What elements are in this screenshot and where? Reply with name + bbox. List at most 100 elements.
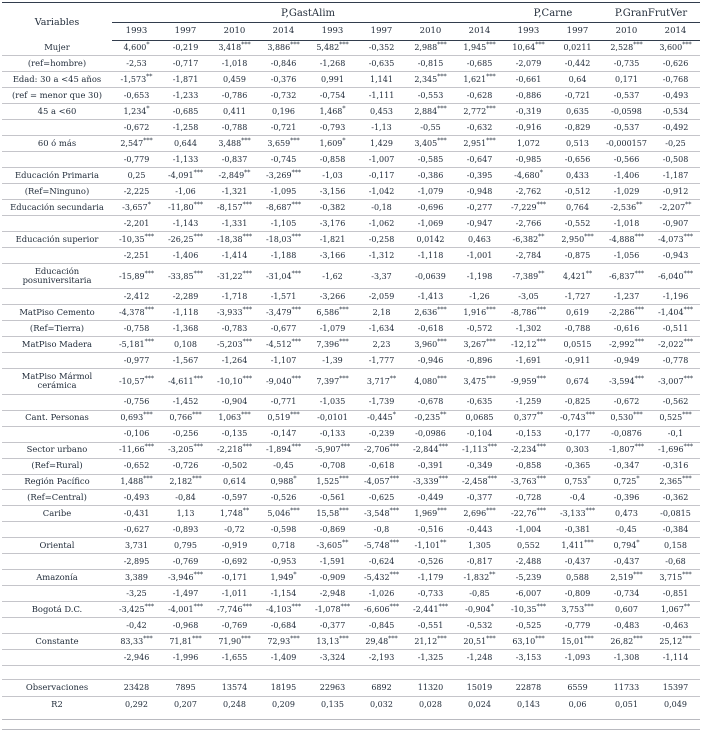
cell: -5,239: [504, 569, 553, 586]
table-row: -0,756 -1,452 -0,904 -0,771 -1,035 -1,739 -0,6…: [2, 393, 700, 411]
cell: -0,768: [651, 71, 700, 88]
cell: 3,960***: [406, 336, 455, 353]
cell: -1,113***: [455, 441, 504, 459]
cell: -0,672: [112, 119, 161, 136]
table-row: Sector urbano -11,66*** -3,205*** -2,218***…: [2, 441, 700, 459]
cell: 1,969***: [406, 505, 455, 522]
cell: -1,248: [455, 649, 504, 666]
cell: -1,26: [455, 288, 504, 305]
cell: -1,196: [651, 288, 700, 305]
cell: -0,18: [357, 199, 406, 216]
cell: -0,562: [651, 393, 700, 411]
cell: -0,778: [651, 352, 700, 369]
cell: 0,525***: [651, 409, 700, 427]
cell: -0,84: [161, 489, 210, 506]
cell: 0,06: [553, 695, 602, 712]
cell: -1,035: [308, 393, 357, 411]
regression-table: Variables P,GastAlim P,Carne P.GranFrutV…: [2, 2, 700, 712]
cell: -0,685: [161, 103, 210, 120]
cell: -1,018: [602, 215, 651, 232]
row-label: Educación superior: [2, 231, 112, 248]
year-header: 2010: [210, 22, 259, 41]
cell: -3,266: [308, 288, 357, 305]
row-label: [2, 352, 112, 369]
cell: -31,22***: [210, 263, 259, 289]
cell: -1,62: [308, 263, 357, 289]
cell: 2,772***: [455, 103, 504, 120]
cell: -0,628: [455, 87, 504, 104]
table-row: Educación posuniversitaria -15,89*** -33,8…: [2, 263, 700, 289]
cell: 3,600***: [659, 41, 692, 53]
cell: -2,849**: [210, 167, 259, 184]
cell: 2,884***: [406, 103, 455, 120]
row-label: [2, 649, 112, 666]
cell: 0,459: [210, 71, 259, 88]
row-label: (ref = menor que 30): [2, 87, 112, 104]
cell: -2,289: [161, 288, 210, 305]
cell: -11,80***: [161, 199, 210, 216]
cell: -1,727: [553, 288, 602, 305]
row-label: Observaciones: [2, 679, 112, 697]
cell: -0,525: [504, 617, 553, 634]
row-label: (ref=hombre): [2, 55, 112, 72]
cell: -0,656: [553, 151, 602, 168]
row-label: [2, 617, 112, 634]
cell: 3,488***: [210, 135, 259, 152]
cell: 72,93***: [259, 633, 308, 650]
row-label: Educación secundaria: [2, 199, 112, 216]
cell: -0,437: [553, 553, 602, 570]
cell: 3,389: [112, 569, 161, 586]
cell: -4,888***: [602, 231, 651, 248]
cell: -0,907: [651, 215, 700, 232]
cell: -0,677: [259, 320, 308, 337]
cell: -1,308: [602, 649, 651, 666]
cell: -0,893: [161, 521, 210, 538]
cell: -0,779: [112, 151, 161, 168]
year-header: 1993: [308, 22, 357, 41]
cell: -2,706***: [357, 441, 406, 459]
cell: -0,786: [210, 87, 259, 104]
cell: 0,032: [357, 695, 406, 712]
year-header: 2014: [651, 22, 700, 41]
cell: 0,207: [161, 695, 210, 712]
cell: -0,526: [406, 553, 455, 570]
cell: -0,463: [651, 617, 700, 634]
cell: 0,292: [112, 695, 161, 712]
table-row: -3,25 -1,497 -1,011 -1,154 -2,948 -1,026 -0,73…: [2, 585, 700, 602]
table-row: -0,106 -0,256 -0,135 -0,147 -0,133 -0,239 -0,0…: [2, 425, 700, 443]
table-row: Oriental 3,731 0,795 -0,919 0,718 -3,605** -5,…: [2, 537, 700, 554]
cell: -1,406: [161, 247, 210, 264]
table-row: MatPiso Madera -5,181*** 0,108 -5,203*** -4,…: [2, 336, 700, 353]
row-label: MatPiso Cemento: [2, 304, 112, 321]
cell: 0,143: [504, 695, 553, 712]
cell: -0,947: [455, 215, 504, 232]
cell: -0,625: [357, 489, 406, 506]
cell: 2,951***: [455, 135, 504, 152]
cell: -1,105: [259, 215, 308, 232]
row-label: Amazonía: [2, 569, 112, 586]
cell: 3,475***: [455, 368, 504, 395]
cell: -0,771: [259, 393, 308, 411]
table-row: 60 ó más 2,547*** 0,644 3,488*** 3,659*** 1,6…: [2, 135, 700, 152]
cell: -31,04***: [259, 263, 308, 289]
cell: -0,502: [210, 457, 259, 474]
cell: 63,10***: [504, 633, 553, 650]
cell: -0,672: [602, 393, 651, 411]
cell: -0,745: [259, 151, 308, 168]
row-label: Educación posuniversitaria: [2, 263, 112, 289]
cell: -3,946***: [161, 569, 210, 586]
cell: 0,0211: [563, 43, 592, 53]
cell: -0,431: [112, 505, 161, 522]
cell: 6559: [553, 679, 602, 697]
cell: -18,38***: [210, 231, 259, 248]
cell: -0,45: [602, 521, 651, 538]
cell: -1,414: [210, 247, 259, 264]
cell: -0,809: [553, 585, 602, 602]
cell: -3,479***: [259, 304, 308, 321]
group-header-carne: P,Carne: [504, 2, 602, 23]
table-row: Amazonía 3,389 -3,946*** -0,171 1,949* -0,909…: [2, 569, 700, 586]
cell: -0,316: [651, 457, 700, 474]
year-header: 2014: [455, 22, 504, 41]
cell: -3,548***: [357, 505, 406, 522]
cell: -0,653: [112, 87, 161, 104]
